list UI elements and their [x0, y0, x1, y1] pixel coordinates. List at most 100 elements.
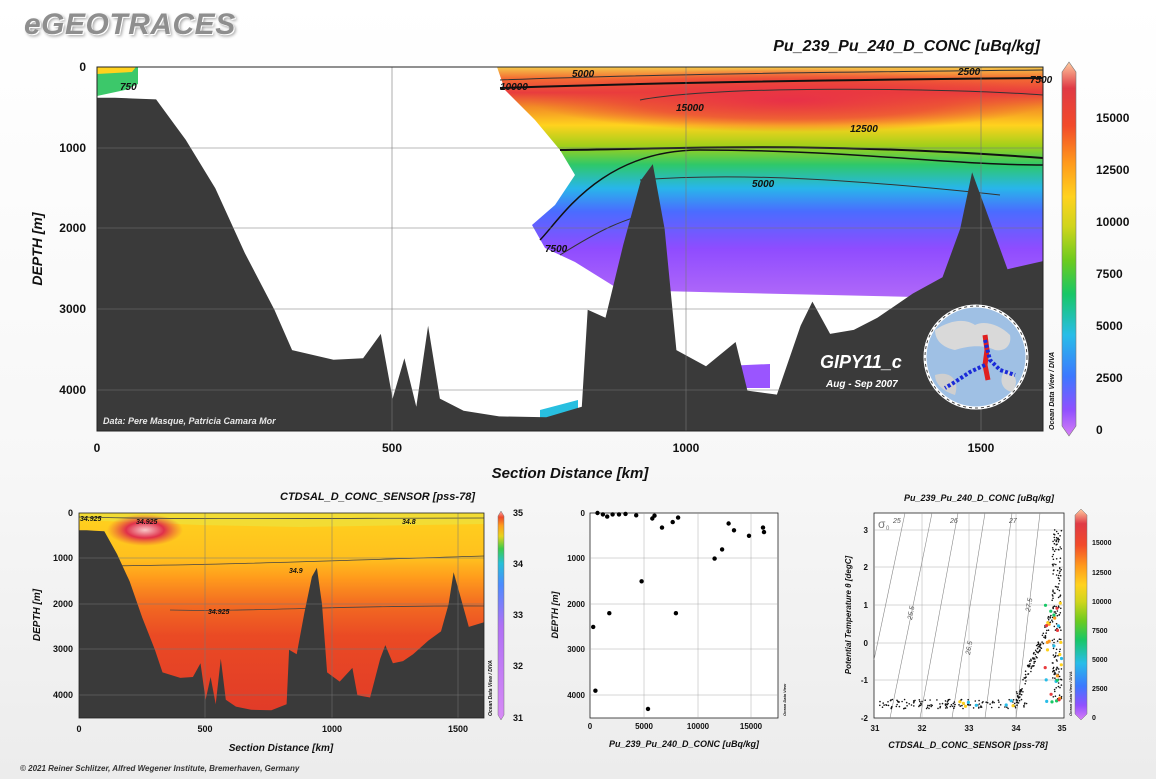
ts-point — [1044, 636, 1047, 638]
sigma-subscript: 0 — [886, 526, 890, 532]
ts-point — [1052, 667, 1054, 670]
contour-label: 7500 — [1030, 75, 1053, 86]
pu-left-strip-top — [97, 67, 136, 74]
ts-point — [1025, 680, 1027, 682]
x-tick: 1000 — [673, 441, 700, 455]
ts-point — [1059, 595, 1061, 598]
ts-point — [1055, 659, 1058, 661]
ts-point — [1052, 589, 1054, 591]
ts-point — [1022, 678, 1024, 681]
ts-point — [1053, 529, 1056, 531]
profile-x-ticks: 0 5000 10000 15000 — [588, 722, 763, 731]
contour-label: 34.8 — [402, 519, 416, 526]
ts-point — [1052, 553, 1055, 556]
ts-point — [952, 702, 955, 705]
ts-point — [1052, 569, 1055, 572]
ts-point — [978, 699, 980, 702]
ts-point — [1052, 670, 1054, 673]
ts-point — [1055, 678, 1059, 682]
ts-point — [1059, 648, 1061, 651]
x-tick: 32 — [918, 724, 927, 733]
ts-point — [908, 703, 910, 705]
ts-point — [1050, 700, 1054, 704]
ts-point — [951, 705, 954, 708]
ts-point — [1059, 612, 1062, 614]
ts-point — [1052, 540, 1054, 543]
ts-point — [1051, 619, 1053, 621]
ts-point — [1042, 632, 1045, 635]
ts-point — [1033, 662, 1035, 664]
ts-point — [1056, 666, 1058, 669]
ts-point — [1058, 671, 1060, 673]
profile-point — [623, 511, 628, 517]
ts-point — [959, 705, 962, 707]
ts-point — [1054, 690, 1056, 693]
ts-point — [885, 704, 888, 706]
main-grid — [97, 67, 1043, 431]
ts-point — [891, 705, 893, 708]
x-tick: 500 — [382, 441, 402, 455]
ts-point — [1055, 530, 1058, 533]
ts-point — [946, 703, 949, 706]
ts-point — [967, 698, 969, 701]
ts-point — [1058, 538, 1060, 541]
ts-point — [1043, 666, 1047, 670]
ts-point — [1041, 641, 1043, 643]
profile-point — [659, 525, 665, 530]
ts-point — [1055, 699, 1059, 703]
ts-point — [1053, 550, 1056, 552]
colorbar-tick: 5000 — [1092, 657, 1108, 664]
ts-point — [1054, 585, 1057, 588]
isopycnal-lines — [873, 512, 1041, 719]
isopycnal-label: 26 — [949, 518, 958, 525]
ts-point — [1055, 586, 1058, 588]
ts-point — [882, 702, 884, 704]
ts-point — [1037, 651, 1039, 653]
contour-label: 750 — [120, 82, 137, 93]
colorbar-tick: 5000 — [1096, 319, 1123, 333]
ts-point — [1052, 548, 1054, 551]
ts-point — [945, 705, 948, 708]
profile-point — [726, 521, 731, 526]
contour-label: 34.925 — [208, 609, 230, 616]
ts-point — [1060, 695, 1063, 698]
y-tick: 3000 — [53, 644, 73, 654]
ts-point — [918, 705, 920, 708]
ts-point — [948, 698, 951, 701]
profile-y-ticks: 0 1000 2000 3000 4000 — [567, 509, 585, 700]
ts-point — [1053, 533, 1055, 535]
ts-point — [998, 701, 1000, 703]
ts-point — [944, 707, 947, 709]
ts-point — [1060, 629, 1062, 631]
y-tick: 4000 — [567, 691, 585, 700]
x-tick: 0 — [94, 441, 101, 455]
profile-point — [645, 706, 651, 712]
colorbar-tick: 31 — [513, 713, 523, 723]
ts-point — [982, 701, 984, 703]
ts-point — [978, 706, 980, 708]
ts-point — [1030, 659, 1032, 662]
ts-point — [961, 704, 963, 707]
ts-point — [1057, 577, 1059, 579]
contour-line — [639, 176, 1001, 196]
ts-y-label: Potential Temperature θ [degC] — [844, 555, 853, 674]
ts-point — [1059, 686, 1061, 689]
ts-point — [1059, 640, 1063, 645]
ts-point — [991, 701, 994, 704]
ts-point — [1059, 570, 1061, 573]
sigma-symbol: σ — [878, 517, 886, 531]
ts-point — [1055, 668, 1058, 670]
main-section-title: Pu_239_Pu_240_D_CONC [uBq/kg] — [773, 38, 1040, 55]
ts-point — [1025, 702, 1028, 705]
ts-point — [918, 704, 921, 707]
y-tick: 1000 — [567, 554, 585, 563]
ts-point — [1044, 626, 1046, 628]
ts-point — [1051, 616, 1054, 619]
y-tick: 1 — [864, 601, 869, 610]
contour-label: 10000 — [500, 82, 528, 93]
ts-watermark: Ocean Data View / DIVA — [1068, 671, 1073, 716]
main-x-label: Section Distance [km] — [492, 465, 650, 482]
ts-point — [1030, 667, 1032, 670]
ts-point — [1054, 592, 1056, 594]
